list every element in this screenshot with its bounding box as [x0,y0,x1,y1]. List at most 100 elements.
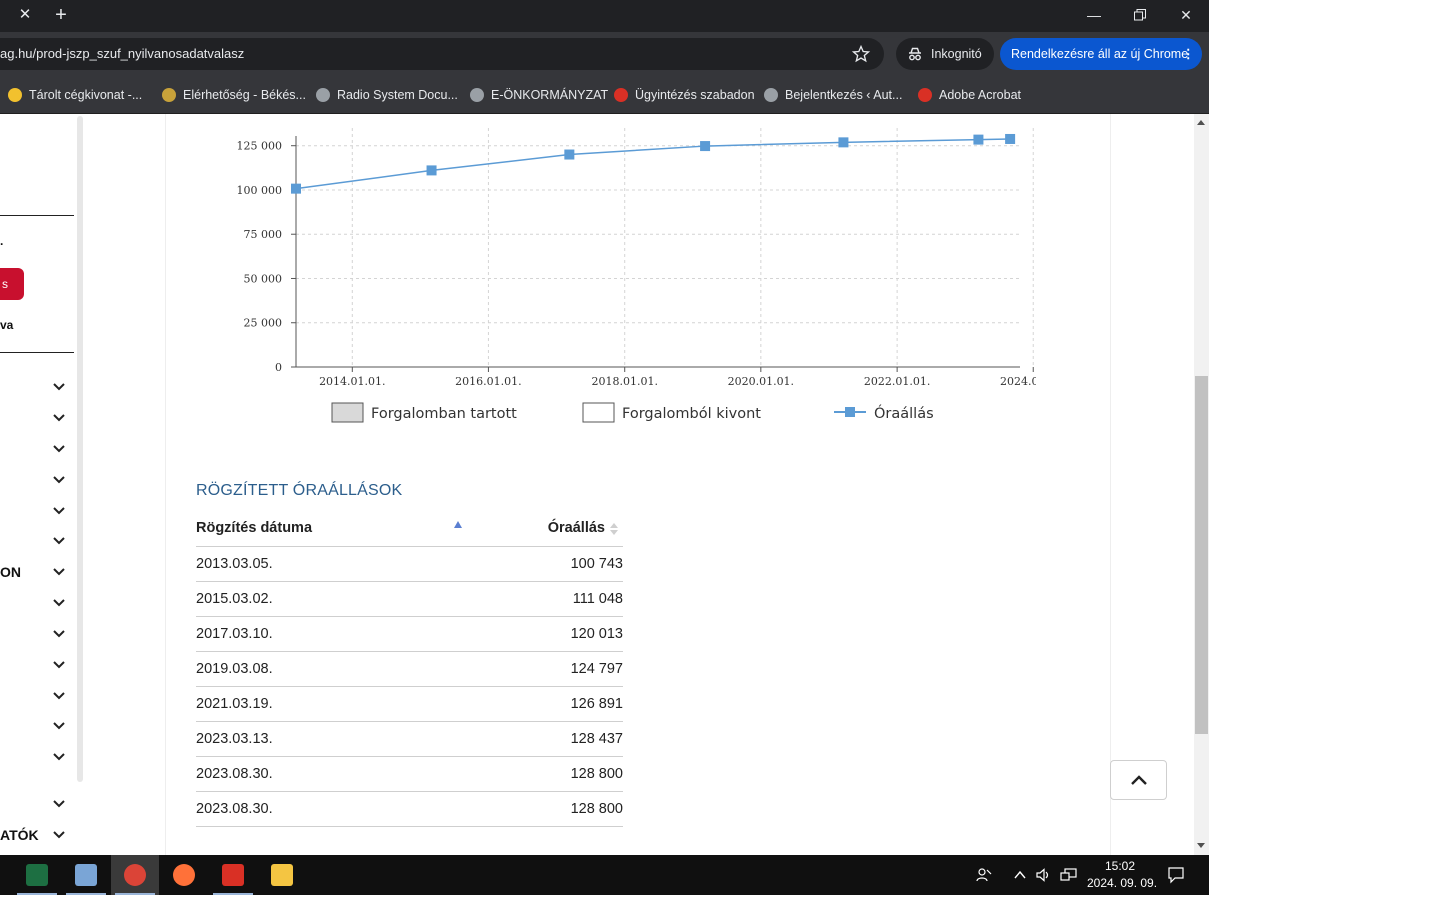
chevron-down-icon[interactable] [52,830,66,840]
cell-value: 128 800 [570,801,623,817]
scrollbar-thumb[interactable] [1195,376,1208,734]
incognito-badge[interactable]: Inkognitó [896,38,994,70]
incognito-label: Inkognitó [931,47,982,61]
data-point-marker[interactable] [838,137,849,148]
y-tick-label: 50 000 [244,272,283,285]
bookmark-label: Tárolt cégkivonat -... [29,88,143,102]
firefox-icon [173,864,195,886]
data-point-marker[interactable] [291,183,301,194]
file-explorer-icon [271,864,293,886]
chevron-down-icon[interactable] [52,721,66,731]
page-scrollbar[interactable] [1194,114,1209,855]
cell-date: 2017.03.10. [196,626,273,642]
crest-icon [162,88,176,102]
y-tick-label: 100 000 [237,184,283,197]
cell-date: 2015.03.02. [196,591,273,607]
data-point-marker[interactable] [973,134,984,145]
taskbar-app[interactable] [160,855,208,895]
menu-dots-icon[interactable]: ⋮ [1182,47,1195,61]
sort-ascending-icon[interactable] [454,521,462,528]
chevron-down-icon[interactable] [52,799,66,809]
scroll-down-icon[interactable] [1197,843,1205,848]
close-window-icon[interactable]: ✕ [1180,7,1192,23]
chevron-down-icon[interactable] [52,567,66,577]
bookmarks-bar: Tárolt cégkivonat -... Elérhetőség - Béké… [0,77,1209,114]
cell-value: 128 437 [570,731,623,747]
legend-label[interactable]: Forgalomban tartott [371,406,517,422]
taskbar-app[interactable] [13,855,61,895]
acrobat-icon [918,88,932,102]
table-body: 2013.03.05. 100 743 2015.03.02. 111 048 2017… [196,547,623,827]
chrome-icon [124,864,146,886]
browser-toolbar: ag.hu/prod-jszp_szuf_nyilvanosadatvalasz… [0,32,1209,77]
cell-date: 2013.03.05. [196,556,273,572]
column-header-value[interactable]: Óraállás [547,520,605,536]
content-border-right [1110,114,1111,855]
people-icon[interactable] [976,867,992,883]
chevron-down-icon[interactable] [52,506,66,516]
ceg-icon [8,88,22,102]
data-point-marker[interactable] [700,141,711,152]
taskbar-app[interactable] [111,855,159,895]
cell-value: 126 891 [570,696,623,712]
sidebar-red-button[interactable]: s [0,268,24,300]
table-row: 2017.03.10. 120 013 [196,617,623,652]
taskbar-app[interactable] [209,855,257,895]
taskbar-app[interactable] [258,855,306,895]
data-point-marker[interactable] [564,149,575,160]
bookmark-star-icon[interactable] [850,44,872,64]
notifications-icon[interactable] [1167,866,1185,884]
cell-value: 128 800 [570,766,623,782]
cell-value: 124 797 [570,661,623,677]
address-bar[interactable]: ag.hu/prod-jszp_szuf_nyilvanosadatvalasz [0,38,884,70]
taskbar-app[interactable] [62,855,110,895]
table-header-row: Rögzítés dátuma Óraállás [196,511,623,547]
running-indicator [17,893,57,895]
chevron-down-icon[interactable] [52,413,66,423]
table-row: 2021.03.19. 126 891 [196,687,623,722]
scroll-up-icon[interactable] [1197,120,1205,125]
chevron-down-icon[interactable] [52,444,66,454]
globe-icon [764,88,778,102]
clock-time[interactable]: 15:02 [1105,859,1136,873]
network-icon[interactable] [1060,867,1078,883]
sidebar-label-atok[interactable]: ATÓK [0,827,39,843]
chevron-down-icon[interactable] [52,475,66,485]
minimize-icon[interactable]: — [1087,7,1101,23]
back-to-top-button[interactable] [1110,760,1167,800]
chevron-down-icon[interactable] [52,752,66,762]
chevron-down-icon[interactable] [52,598,66,608]
restore-icon[interactable] [1117,0,1163,30]
chevron-down-icon[interactable] [52,691,66,701]
chevron-down-icon[interactable] [52,536,66,546]
cell-date: 2019.03.08. [196,661,273,677]
tray-expand-icon[interactable] [1013,869,1027,881]
sidebar-divider [0,215,74,216]
sidebar-scrollbar[interactable] [77,116,83,782]
acrobat-icon [222,864,244,886]
column-header-date[interactable]: Rögzítés dátuma [196,520,313,536]
legend-swatch-kivont [582,402,615,423]
x-tick-label: 2014.01.01. [319,375,385,388]
new-tab-icon[interactable]: + [55,4,67,26]
chevron-down-icon[interactable] [52,382,66,392]
tab-close-icon[interactable]: ✕ [18,6,32,23]
running-indicator [115,893,155,895]
sidebar-label-on[interactable]: ON [0,564,21,580]
series-line-oraallas [295,138,1011,190]
sort-icon[interactable] [610,522,618,536]
chrome-update-button[interactable]: Rendelkezésre áll az új Chrome ⋮ [1000,38,1202,70]
legend-label[interactable]: Forgalomból kivont [622,406,761,422]
odometer-chart: 0 25 000 50 000 75 000 100 000 125 000 2014.01… [237,128,1036,423]
x-tick-label: 2024.01.01. [1000,375,1036,388]
data-point-marker[interactable] [1005,133,1016,144]
volume-icon[interactable] [1035,867,1051,883]
chevron-down-icon[interactable] [52,660,66,670]
y-tick-label: 0 [275,361,282,374]
clock-date[interactable]: 2024. 09. 09. [1087,876,1158,890]
legend-label[interactable]: Óraállás [874,404,934,422]
url-text[interactable]: ag.hu/prod-jszp_szuf_nyilvanosadatvalasz [0,46,245,61]
data-point-marker[interactable] [426,165,437,176]
chevron-down-icon[interactable] [52,629,66,639]
